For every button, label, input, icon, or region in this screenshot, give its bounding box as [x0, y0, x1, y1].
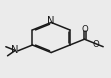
Text: O: O — [92, 40, 99, 49]
Text: N: N — [11, 45, 19, 55]
Text: N: N — [47, 16, 55, 26]
Text: O: O — [82, 25, 88, 34]
